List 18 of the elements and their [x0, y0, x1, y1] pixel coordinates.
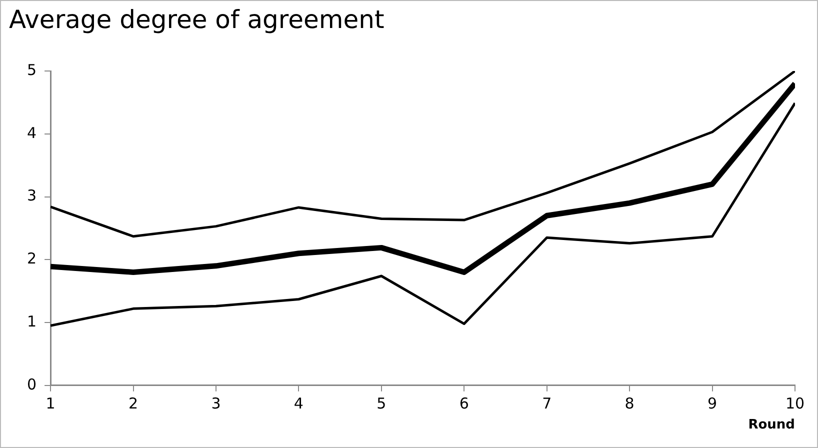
- y-tick-label: 4: [26, 124, 37, 142]
- y-tick-label: 2: [26, 250, 37, 268]
- x-tick-label: 10: [785, 394, 805, 412]
- x-tick-label: 9: [708, 394, 718, 412]
- y-tick-label: 0: [26, 375, 37, 394]
- x-tick-label: 6: [459, 394, 469, 412]
- x-axis-title: Round: [748, 418, 795, 433]
- y-tick-label: 5: [26, 60, 37, 79]
- x-tick-label: 3: [211, 394, 221, 412]
- y-tick-label: 3: [26, 186, 37, 205]
- x-tick-label: 7: [542, 394, 552, 412]
- x-tick-label: 5: [376, 394, 386, 412]
- x-tick-label: 8: [624, 394, 634, 412]
- y-tick-label: 1: [26, 312, 37, 330]
- chart-title: Average degree of agreement: [9, 5, 384, 34]
- x-tick-label: 1: [46, 394, 56, 412]
- x-tick-label: 2: [128, 394, 138, 412]
- x-tick-label: 4: [294, 394, 304, 412]
